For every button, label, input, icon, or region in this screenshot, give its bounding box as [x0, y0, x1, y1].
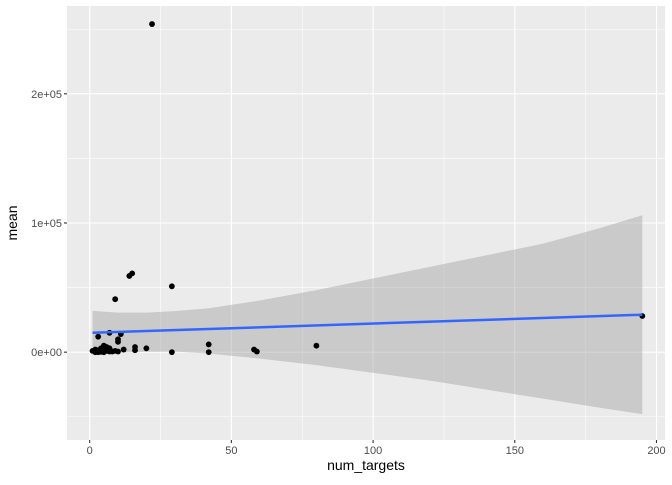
data-point	[106, 348, 113, 355]
data-point	[112, 296, 119, 303]
points-layer	[89, 21, 646, 356]
data-point	[205, 349, 212, 356]
y-tick-label: 1e+05	[31, 218, 62, 230]
data-point	[95, 333, 102, 340]
regression-line	[92, 313, 643, 335]
data-point	[149, 21, 155, 27]
y-tick-label: 2e+05	[31, 89, 62, 101]
x-tick-label: 0	[87, 445, 93, 457]
data-point	[313, 342, 320, 349]
data-point	[98, 349, 104, 355]
data-point	[143, 345, 150, 352]
grid-lines	[67, 6, 665, 440]
confidence-band	[92, 215, 643, 415]
smooth-line-layer	[92, 313, 643, 335]
axes-layer: 0 50 100 150 200 0e+00 1e+05 2e+05	[31, 89, 666, 457]
data-point	[115, 336, 121, 343]
data-point	[168, 283, 175, 290]
data-point	[112, 347, 119, 354]
data-point	[253, 348, 260, 355]
confidence-band-layer	[92, 215, 643, 415]
y-tick-label: 0e+00	[31, 347, 62, 359]
x-tick-label: 100	[364, 445, 382, 457]
data-point	[205, 341, 212, 348]
data-point	[120, 346, 127, 353]
x-tick-label: 200	[647, 445, 665, 457]
data-point	[132, 347, 138, 354]
x-tick-label: 150	[506, 445, 524, 457]
x-axis-title: num_targets	[327, 457, 405, 473]
y-axis-title: mean	[4, 205, 20, 240]
data-point	[168, 349, 175, 356]
x-tick-label: 50	[225, 445, 237, 457]
data-point	[129, 270, 136, 277]
